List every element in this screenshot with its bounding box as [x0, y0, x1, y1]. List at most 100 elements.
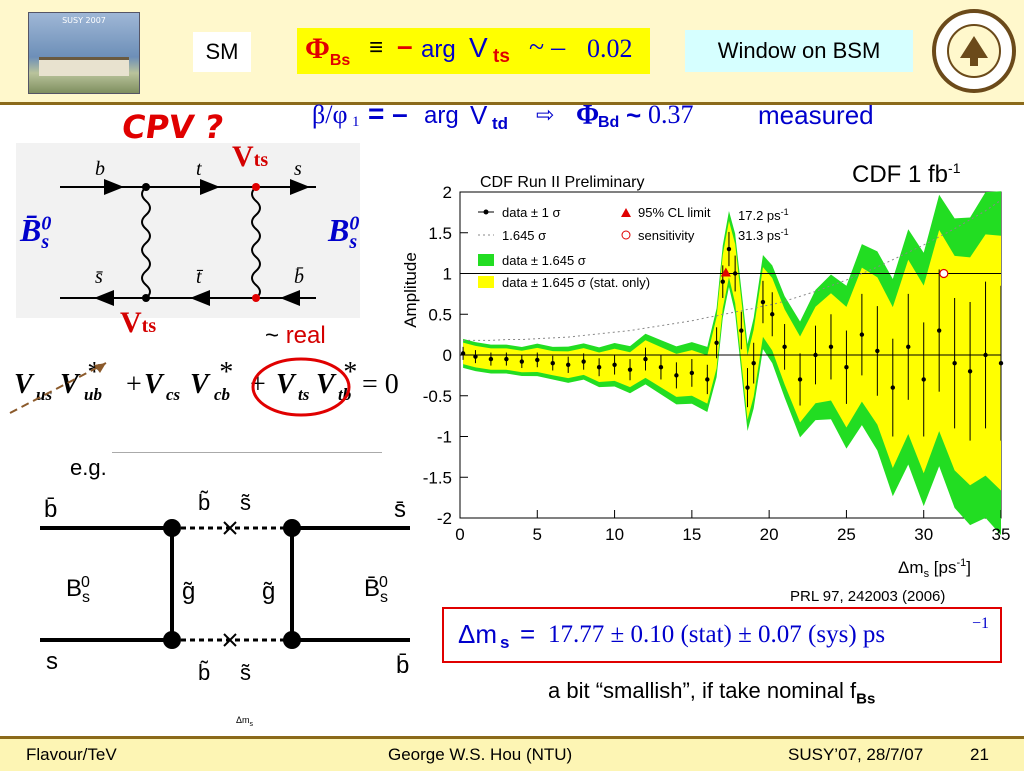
quark-t-top: t	[196, 158, 202, 180]
susy-sstrange-bottom: s̃	[240, 660, 251, 685]
sm-box-diagram	[16, 143, 360, 318]
annotation-sensitivity: 31.3 ps-1	[738, 227, 789, 243]
data-point	[473, 354, 478, 359]
eg-label: e.g.	[70, 455, 107, 480]
bs-symbol: B	[328, 212, 350, 248]
legend-green: data ± 1.645 σ	[502, 253, 586, 268]
data-point	[859, 332, 865, 337]
data-point	[770, 312, 775, 317]
susy-bs-left: Bs0	[66, 574, 90, 607]
x-tick-label: 0	[455, 525, 464, 544]
quark-sbar-bottom: s̄	[95, 266, 103, 288]
sensitivity-marker	[939, 268, 949, 279]
x-tick-label: 20	[760, 525, 779, 544]
x-axis-label: Δms [ps-1]	[898, 557, 971, 580]
susy-sbar-top-right: s̄	[394, 496, 406, 523]
susy-bbar-bottom-right: b̄	[396, 652, 410, 679]
data-point	[720, 279, 725, 284]
term1-asub: us	[36, 385, 53, 404]
x-tick-label: 30	[914, 525, 933, 544]
data-point	[890, 385, 895, 390]
legend-sigma: 1.645 σ	[502, 228, 546, 243]
vts-top-label: Vts	[232, 140, 268, 174]
x-tick-label: 5	[533, 525, 542, 544]
data-point	[581, 359, 586, 364]
sm-label: SM	[193, 32, 251, 72]
data-point	[782, 344, 787, 350]
data-point	[504, 356, 509, 362]
y-tick-label: 1	[443, 265, 452, 284]
x-tick-label: 35	[992, 525, 1011, 544]
x-tick-label: 15	[682, 525, 701, 544]
data-point	[936, 328, 942, 333]
beta-v-sub: td	[492, 114, 509, 133]
y-tick-label: 2	[443, 183, 452, 202]
measured-label: measured	[758, 100, 874, 130]
legend-data: data ± 1 σ	[502, 205, 561, 220]
data-point	[732, 271, 738, 276]
real-tilde: ~	[265, 322, 280, 349]
beta-phi: β/φ	[312, 100, 348, 129]
data-point	[550, 360, 555, 366]
susy-gluino-right: g̃	[262, 578, 276, 605]
footer-left: Flavour/TeV	[26, 745, 117, 764]
result-eq: =	[520, 619, 536, 649]
data-point	[875, 348, 880, 354]
beta-eq: = –	[368, 98, 408, 129]
term3-a: V	[276, 369, 295, 400]
sensitivity-line	[463, 199, 1002, 341]
susy-sbottom-bottom: b̃	[198, 660, 211, 685]
bsbar-symbol: B̄	[20, 212, 42, 248]
footer-page-number: 21	[970, 745, 989, 764]
cdf-lumi-sup: -1	[948, 160, 961, 176]
phi-bs-value: 0.02	[587, 34, 633, 63]
vts-top-v: V	[232, 140, 254, 173]
term1-a: V	[14, 369, 33, 400]
vts-bottom-v: V	[120, 306, 142, 339]
unitarity-overlay	[9, 357, 351, 417]
y-tick-label: 1.5	[428, 224, 452, 243]
bsbar-sup: 0	[41, 212, 52, 235]
quark-tbar-bottom: t̄	[196, 266, 202, 288]
data-point	[519, 359, 525, 364]
data-point	[739, 328, 744, 333]
legend-yellow-swatch	[478, 276, 494, 288]
susy-bs-left-symbol: B	[66, 575, 83, 602]
term2-a: V	[144, 369, 163, 400]
susy-sbottom-top: b̃	[198, 490, 211, 515]
v-sub: ts	[493, 46, 510, 67]
unitarity-relation: V us V * ub + V cs V * cb + V ts V * tb …	[14, 357, 414, 415]
result-unit-sup: −1	[972, 615, 990, 632]
data-point	[658, 365, 664, 370]
beta-sub: 1	[352, 114, 360, 130]
data-point	[460, 351, 466, 356]
window-on-bsm-label: Window on BSM	[685, 30, 913, 72]
equals-zero: = 0	[362, 369, 399, 400]
quark-bbar-bottom: b̄	[294, 266, 304, 288]
phi-symbol: Φ	[305, 32, 330, 65]
real-word: real	[285, 322, 326, 349]
data-point	[705, 377, 710, 382]
chart-title: CDF Run II Preliminary	[480, 174, 644, 191]
term3-asub: ts	[298, 385, 310, 404]
legend-sensitivity-marker	[621, 230, 631, 240]
term2-star: *	[218, 357, 232, 388]
quark-s-top: s	[294, 158, 302, 180]
data-point	[967, 369, 973, 374]
conference-logo-text: SUSY 2007	[62, 16, 106, 25]
amplitude-scan-chart: 0 5 10 15 20 25 30 35 2 1.5 1 0.5 0 -0.5 -1 -1.5 -2 CDF R…	[401, 174, 1011, 580]
legend-limit: 95% CL limit	[638, 205, 711, 220]
conference-logo: SUSY 2007	[28, 12, 140, 94]
vts-top-sub: ts	[253, 149, 269, 171]
tiny-delta-ms-main: Δm	[236, 715, 250, 725]
term2-b: V	[190, 369, 209, 400]
term3-b: V	[316, 369, 335, 400]
term2-asub: cs	[166, 385, 181, 404]
implies-arrow: ⇨	[536, 102, 555, 127]
cpv-label: CPV ?	[119, 108, 227, 146]
data-point	[596, 365, 602, 370]
slide-footer: Flavour/TeV George W.S. Hou (NTU) SUSY’0…	[0, 736, 1024, 771]
susy-bbar-top-left: b̄	[44, 496, 58, 523]
bs-sup: 0	[349, 212, 360, 235]
y-tick-label: -1.5	[423, 468, 452, 487]
